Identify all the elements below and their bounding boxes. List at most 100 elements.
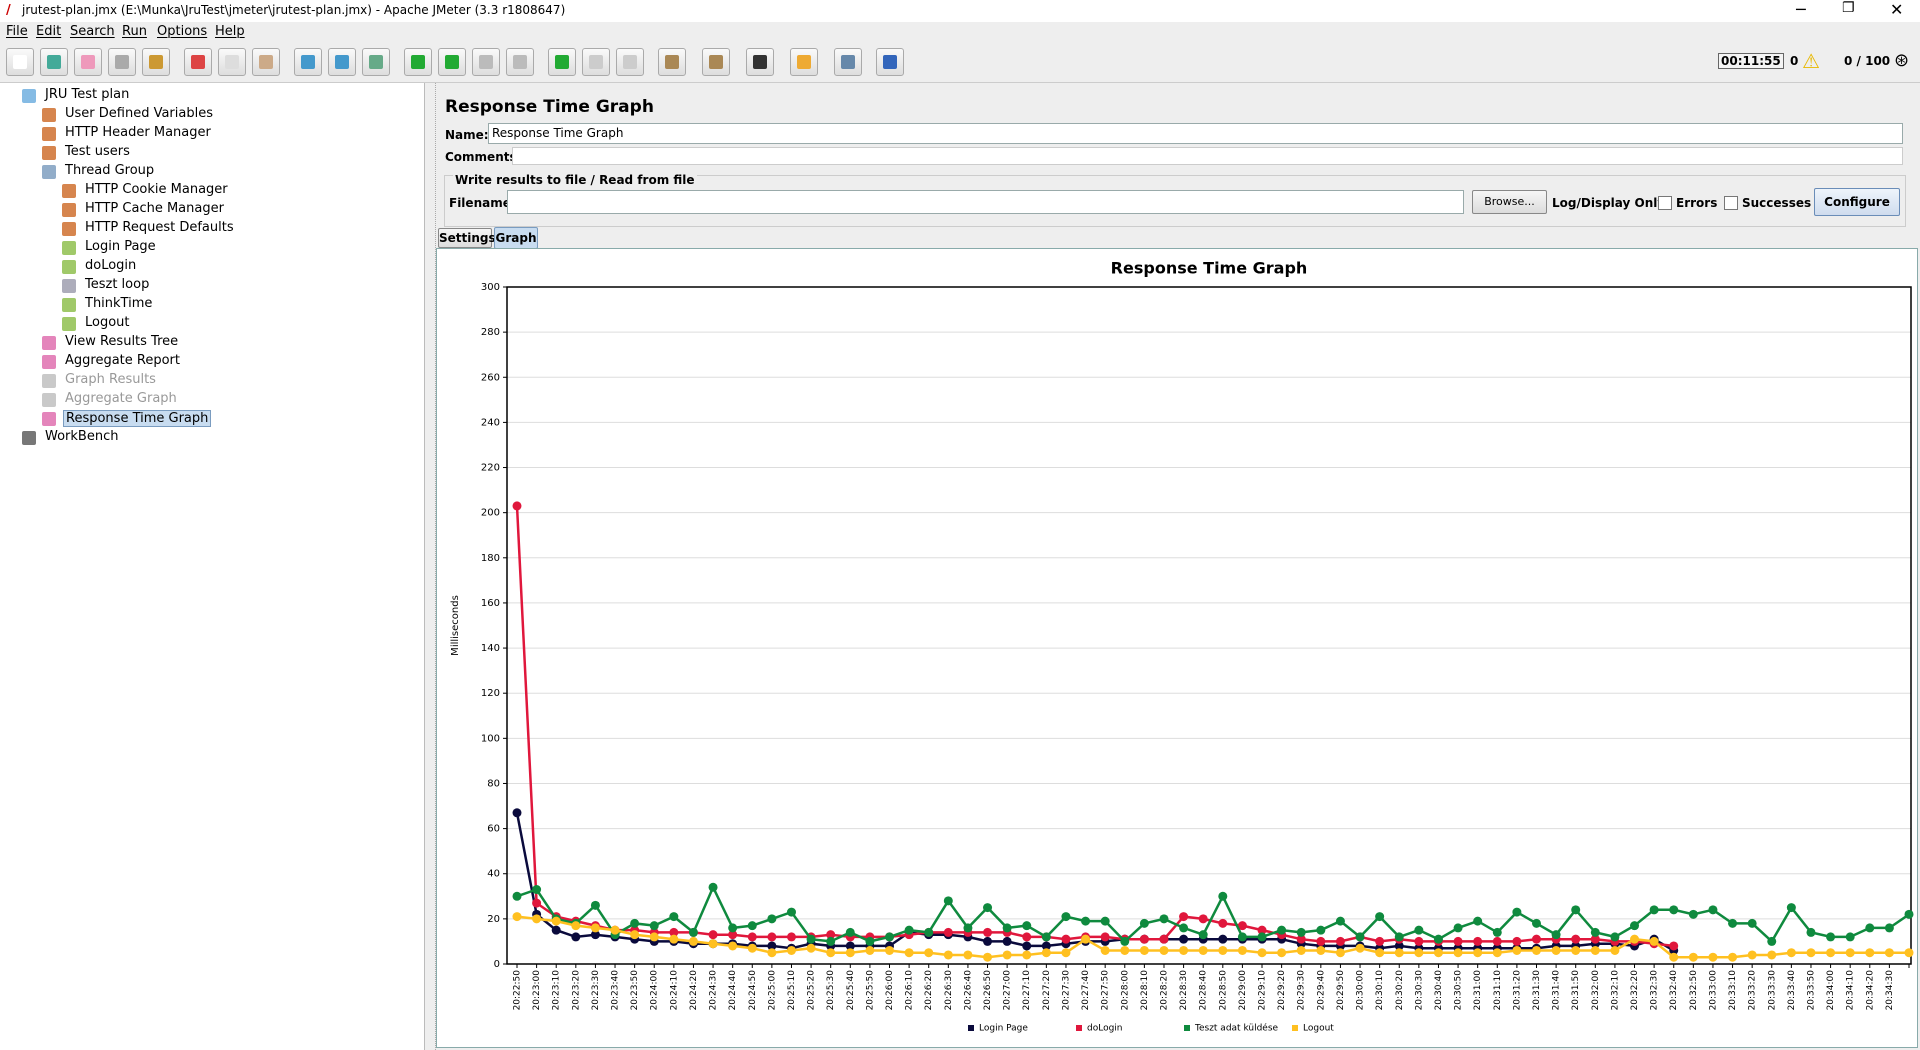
tree-node[interactable]: Graph Results xyxy=(65,372,156,387)
x-tick-label: 20:30:20 xyxy=(1395,970,1405,1011)
y-tick-label: 80 xyxy=(487,778,500,789)
menu-item[interactable]: Edit xyxy=(36,24,62,39)
toolbar-button[interactable] xyxy=(582,48,610,76)
x-tick-label: 20:32:10 xyxy=(1610,970,1620,1011)
data-point xyxy=(1786,948,1796,958)
x-tick-label: 20:33:10 xyxy=(1728,970,1738,1011)
toolbar-button[interactable] xyxy=(876,48,904,76)
toolbar-button[interactable] xyxy=(834,48,862,76)
toolbar-button[interactable] xyxy=(506,48,534,76)
data-point xyxy=(1571,945,1581,955)
tree-node[interactable]: HTTP Cookie Manager xyxy=(85,182,228,197)
menu-item[interactable]: Run xyxy=(122,24,147,39)
toolbar-button[interactable] xyxy=(790,48,818,76)
data-point xyxy=(649,932,659,942)
tree-icon xyxy=(62,279,76,293)
tree-node[interactable]: HTTP Request Defaults xyxy=(85,220,234,235)
tree-node[interactable]: Teszt loop xyxy=(85,277,150,292)
x-tick-label: 20:31:50 xyxy=(1571,970,1581,1011)
toolbar-button[interactable] xyxy=(294,48,322,76)
toolbar-button[interactable] xyxy=(362,48,390,76)
data-point xyxy=(1218,918,1228,928)
data-point xyxy=(1316,936,1326,946)
data-point xyxy=(1590,927,1600,937)
data-point xyxy=(1218,891,1228,901)
toolbar-button[interactable] xyxy=(472,48,500,76)
data-point xyxy=(1296,934,1306,944)
tree-node[interactable]: Aggregate Graph xyxy=(65,391,177,406)
tree-node[interactable]: Thread Group xyxy=(65,163,155,178)
data-point xyxy=(1022,932,1032,942)
toolbar-button[interactable] xyxy=(404,48,432,76)
x-tick-label: 20:32:40 xyxy=(1669,970,1679,1011)
tree-node[interactable]: JRU Test plan xyxy=(45,87,130,102)
tree-node[interactable]: Logout xyxy=(85,315,130,330)
tree-node[interactable]: ThinkTime xyxy=(85,296,153,311)
data-point xyxy=(1061,934,1071,944)
data-point xyxy=(1041,932,1051,942)
menu-item[interactable]: File xyxy=(6,24,28,39)
toolbar-button[interactable] xyxy=(328,48,356,76)
x-tick-label: 20:25:50 xyxy=(865,970,875,1011)
data-point xyxy=(924,927,934,937)
data-point xyxy=(1022,950,1032,960)
restore[interactable]: ❐ xyxy=(1842,0,1855,16)
toolbar-button[interactable] xyxy=(142,48,170,76)
tree-node[interactable]: doLogin xyxy=(85,258,137,273)
data-point xyxy=(708,882,718,892)
tree-node[interactable]: Test users xyxy=(65,144,130,159)
data-point xyxy=(1708,952,1718,962)
tree-node[interactable]: Login Page xyxy=(85,239,156,254)
toolbar-button[interactable] xyxy=(702,48,730,76)
errors-checkbox[interactable] xyxy=(1658,196,1672,210)
toolbar-button[interactable] xyxy=(74,48,102,76)
toolbar-button[interactable] xyxy=(218,48,246,76)
menu-item[interactable]: Search xyxy=(70,24,115,39)
toolbar-button[interactable] xyxy=(616,48,644,76)
x-tick-label: 20:27:30 xyxy=(1061,970,1071,1011)
data-point xyxy=(1531,918,1541,928)
plot-frame xyxy=(506,286,1912,965)
tree-node[interactable]: Aggregate Report xyxy=(65,353,180,368)
tree-node[interactable]: User Defined Variables xyxy=(65,106,213,121)
toolbar-button[interactable] xyxy=(108,48,136,76)
tree-icon xyxy=(42,146,56,160)
x-tick-label: 20:33:20 xyxy=(1748,970,1758,1011)
data-point xyxy=(1198,945,1208,955)
toolbar-button[interactable] xyxy=(252,48,280,76)
data-point xyxy=(1022,941,1032,951)
tab-settings[interactable]: Settings xyxy=(438,228,496,248)
comments-field[interactable] xyxy=(512,147,1903,165)
tree-node[interactable]: HTTP Header Manager xyxy=(65,125,211,140)
toolbar-button[interactable] xyxy=(40,48,68,76)
toolbar-button[interactable] xyxy=(184,48,212,76)
tree-icon xyxy=(42,336,56,350)
close[interactable]: ✕ xyxy=(1890,0,1904,19)
configure-button[interactable]: Configure xyxy=(1814,188,1900,216)
menu-item[interactable]: Help xyxy=(215,24,245,39)
minimize[interactable]: ─ xyxy=(1796,0,1806,19)
toolbar-button[interactable] xyxy=(746,48,774,76)
tree-node[interactable]: View Results Tree xyxy=(65,334,179,349)
toolbar-button[interactable] xyxy=(6,48,34,76)
tab-graph[interactable]: Graph xyxy=(494,227,538,249)
browse-button[interactable]: Browse... xyxy=(1472,190,1547,214)
x-tick-label: 20:23:30 xyxy=(591,970,601,1011)
tree-node[interactable]: Response Time Graph xyxy=(63,410,212,427)
tree-node[interactable]: WorkBench xyxy=(45,429,119,444)
name-field[interactable]: Response Time Graph xyxy=(488,123,1903,144)
data-point xyxy=(551,925,561,935)
menu-item[interactable]: Options xyxy=(157,24,208,39)
data-point xyxy=(865,936,875,946)
tree-node[interactable]: HTTP Cache Manager xyxy=(85,201,224,216)
successes-checkbox[interactable] xyxy=(1724,196,1738,210)
tree-icon xyxy=(42,127,56,141)
data-point xyxy=(1394,941,1404,951)
toolbar-button[interactable] xyxy=(438,48,466,76)
toolbar-button[interactable] xyxy=(658,48,686,76)
filename-field[interactable] xyxy=(507,190,1464,214)
x-tick-label: 20:30:40 xyxy=(1434,970,1444,1011)
toolbar-button[interactable] xyxy=(548,48,576,76)
x-tick-label: 20:25:00 xyxy=(767,970,777,1011)
splitter[interactable] xyxy=(425,83,436,1050)
